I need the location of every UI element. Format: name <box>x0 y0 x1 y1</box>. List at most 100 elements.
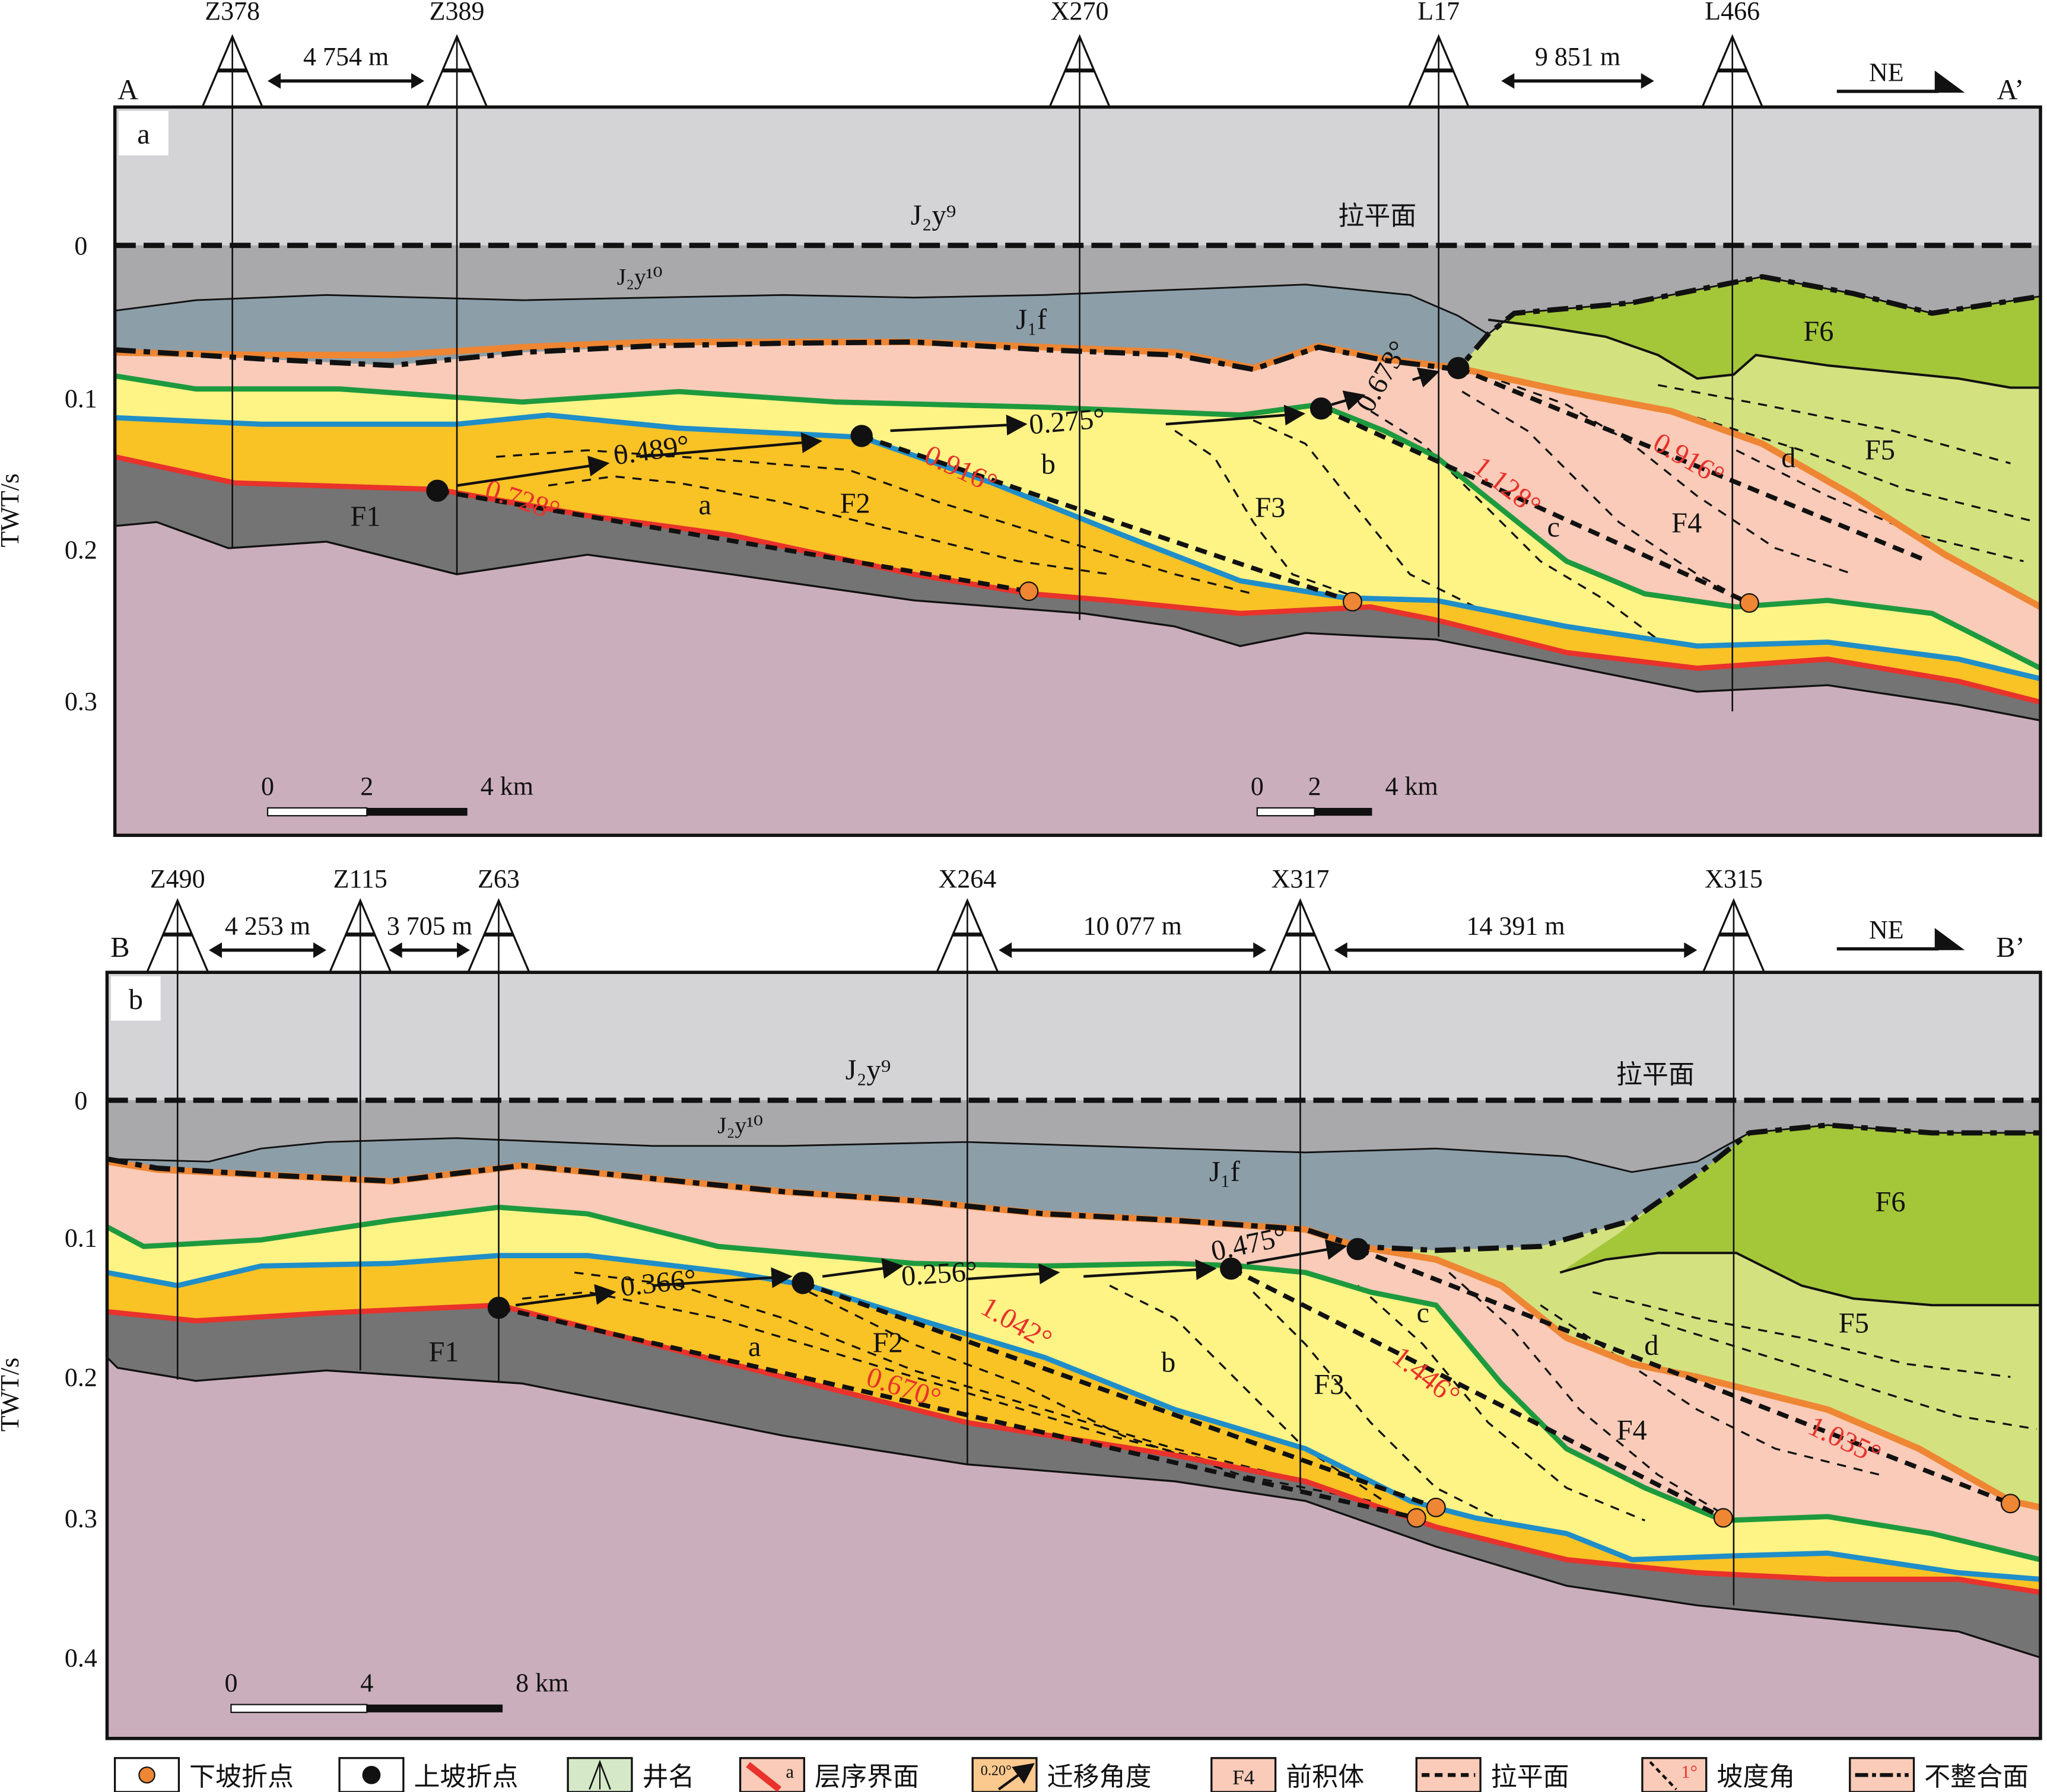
trajectory-label-b: b <box>1161 1347 1175 1378</box>
distance-marker: 14 391 m <box>1334 911 1698 959</box>
migration-angle: 0.256° <box>900 1256 978 1293</box>
legend-label: 拉平面 <box>1491 1762 1569 1792</box>
legend-label: 层序界面 <box>815 1762 919 1792</box>
trajectory-line <box>802 1281 1437 1510</box>
lower-slope-break-point <box>1406 1508 1426 1528</box>
migration-arrow-icon <box>652 1267 793 1288</box>
distance-marker: 4 754 m <box>268 42 425 89</box>
lower-slope-break-point <box>2000 1494 2020 1514</box>
well-3: X264 <box>936 864 999 1465</box>
y-axis-label: TWT/s <box>0 473 24 548</box>
trajectory-label-c: c <box>1547 511 1560 543</box>
upper-slope-break-icon <box>362 1765 381 1784</box>
body-label-f3: F3 <box>1255 492 1285 523</box>
well-name: Z378 <box>205 0 260 26</box>
distance-label: 4 754 m <box>303 42 389 71</box>
well-1: Z389 <box>425 0 488 575</box>
distance-label: 14 391 m <box>1466 911 1565 940</box>
well-name: X270 <box>1051 0 1109 26</box>
scale-label: 4 km <box>481 772 533 801</box>
direction-label: NE <box>1869 58 1904 87</box>
slope-angle-icon <box>1649 1761 1677 1791</box>
legend-item-5: F4 前积体 <box>1210 1757 1364 1792</box>
distance-label: 9 851 m <box>1535 42 1620 71</box>
panel-b: b Z490 Z115 Z63 X264 X317 X315 4 253 m 3 705 m 10… <box>0 864 2042 1740</box>
lower-slope-break-point <box>1342 591 1362 612</box>
well-3: L17 <box>1407 0 1470 637</box>
upper-slope-break-point <box>487 1296 510 1319</box>
well-name: Z63 <box>478 864 520 893</box>
scale-label: 0 <box>224 1669 237 1698</box>
clinoform-line <box>1736 449 2024 562</box>
f6-base-line <box>1559 1252 2040 1307</box>
well-2: X270 <box>1048 0 1111 620</box>
legend-label: 下坡折点 <box>189 1762 294 1792</box>
well-name: Z490 <box>150 864 205 893</box>
clinoform-line <box>1644 1317 2037 1430</box>
scale-label: 0 <box>1251 772 1264 801</box>
migration-arrow-icon <box>456 456 610 487</box>
unit-label-j2y10: J₂y¹⁰ <box>617 264 663 290</box>
legend-item-1: 上坡折点 <box>338 1757 518 1792</box>
trajectory-line <box>1457 365 1923 561</box>
legend-sample: a <box>786 1762 794 1782</box>
panel-label-box <box>111 976 161 1021</box>
legend: 下坡折点 上坡折点 井名 a 层序界面 0.20° 迁移角度 F4 前积体 拉平面 1° 坡度角 不整合… <box>113 1757 2029 1792</box>
clinoform-line <box>1448 1272 1724 1515</box>
clinoform-line <box>1253 419 1476 608</box>
clinoform-line <box>1109 1284 1385 1502</box>
scale-bar: 0 2 4 km <box>1251 772 1438 817</box>
migration-angle: 0.275° <box>1028 403 1106 441</box>
upper-slope-break-point <box>1346 1237 1369 1261</box>
clinoform-line <box>1174 429 1358 599</box>
panel-a: a Z378 Z389 X270 L17 L466 4 754 m 9 851 m NE A A’ 0… <box>0 0 2042 837</box>
panel-label-box <box>119 111 169 155</box>
scale-label: 4 <box>360 1669 373 1698</box>
scale-label: 0 <box>261 772 274 801</box>
body-label-f5: F5 <box>1865 435 1895 466</box>
body-label-f1: F1 <box>351 501 381 533</box>
sequence-boundary-blue <box>107 1253 2040 1582</box>
direction-arrow-icon: NE <box>1836 58 1965 93</box>
unconformity-line <box>115 274 2040 373</box>
upper-slope-break-point <box>792 1272 814 1294</box>
distance-label: 3 705 m <box>387 911 472 940</box>
sequence-boundary-orange <box>115 338 2040 610</box>
migration-arrow-icon <box>515 1284 616 1307</box>
legend-sample: 0.20° <box>981 1762 1012 1778</box>
panel-frame <box>105 970 2042 1740</box>
scale-bar: 0 2 4 km <box>261 772 533 817</box>
migration-arrow-icon <box>1331 390 1366 411</box>
clinoform-line <box>1370 410 1659 641</box>
legend-label: 迁移角度 <box>1047 1762 1152 1792</box>
distance-label: 4 253 m <box>225 911 310 940</box>
migration-arrow-icon <box>1412 367 1440 388</box>
migration-arrow-icon <box>966 1263 1060 1285</box>
well-name: X317 <box>1272 864 1330 893</box>
well-4: X317 <box>1269 864 1331 1491</box>
y-tick-label: 0.3 <box>65 1504 97 1533</box>
upper-slope-break-point <box>850 425 873 447</box>
upper-slope-break-point <box>1309 397 1333 420</box>
upper-slope-break-point <box>426 479 449 502</box>
clinoform-line <box>1461 390 1750 604</box>
body-label-f6: F6 <box>1803 316 1833 347</box>
y-tick-label: 0.2 <box>65 536 97 565</box>
unit-label-j2y9: J₂y⁹ <box>846 1055 891 1086</box>
body-label-f2: F2 <box>873 1327 903 1358</box>
migration-arrow-icon <box>1246 1239 1347 1265</box>
distance-label: 10 077 m <box>1083 911 1182 940</box>
legend-sample: 1° <box>1681 1762 1698 1782</box>
unit-label-j1f: J₁f <box>1209 1156 1241 1188</box>
well-name: Z389 <box>430 0 485 26</box>
datum-label: 拉平面 <box>1616 1059 1695 1090</box>
panel-label: b <box>129 984 143 1016</box>
sequence-boundary-orange <box>107 1158 2040 1511</box>
strata <box>107 972 2040 1739</box>
trajectory-label-a: a <box>698 489 711 521</box>
trajectory-label-c: c <box>1417 1297 1429 1329</box>
scale-label: 4 km <box>1385 772 1438 801</box>
unit-label-j2y10: J₂y¹⁰ <box>717 1112 763 1138</box>
migration-arrow-icon <box>890 415 1028 436</box>
